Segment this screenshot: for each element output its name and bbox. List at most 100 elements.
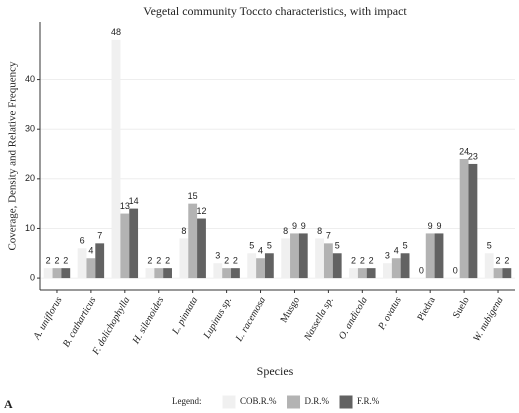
legend-swatch	[286, 394, 302, 410]
value-label: 14	[129, 196, 139, 206]
bar	[256, 258, 265, 279]
bar	[111, 39, 121, 279]
value-label: 5	[487, 241, 492, 251]
value-label: 13	[120, 201, 130, 211]
x-tick-label: Nassella sp.	[302, 295, 336, 343]
value-label: 2	[147, 256, 152, 266]
y-tick-label: 20	[25, 173, 35, 183]
value-label: 24	[459, 146, 469, 156]
bar	[493, 268, 503, 279]
x-tick-label: Musgo	[279, 295, 302, 325]
value-label: 5	[403, 241, 408, 251]
panel-label: A	[4, 397, 13, 411]
x-tick-label: L. racemosa	[233, 295, 268, 344]
bar	[502, 268, 512, 279]
bar	[213, 263, 223, 279]
legend-label: D.R.%	[305, 396, 330, 406]
y-tick-label: 10	[25, 223, 35, 233]
bar	[298, 233, 308, 279]
value-label: 9	[436, 221, 441, 231]
x-tick-label: Piedra	[415, 295, 438, 323]
y-axis-title: Coverage, Density and Relative Frequency	[7, 61, 19, 251]
x-tick-label: B. catharticus	[61, 295, 99, 349]
bar	[366, 268, 376, 279]
legend-label: COB.R.%	[240, 396, 277, 406]
value-label: 2	[360, 256, 365, 266]
x-tick-label: O. andicola	[337, 295, 370, 341]
y-tick-label: 0	[30, 272, 35, 282]
value-label: 2	[224, 256, 229, 266]
bar	[247, 253, 257, 279]
value-label: 0	[453, 265, 458, 275]
value-label: 6	[80, 236, 85, 246]
value-label: 8	[317, 226, 322, 236]
bar	[434, 233, 444, 279]
y-tick-label: 40	[25, 74, 35, 84]
bar	[400, 253, 410, 279]
value-label: 15	[188, 191, 198, 201]
bar	[154, 268, 164, 279]
value-label: 4	[258, 246, 263, 256]
value-label: 5	[267, 241, 272, 251]
bar	[425, 233, 435, 279]
bar	[43, 268, 53, 279]
x-tick-label: A. uniflorus	[31, 295, 65, 342]
bar	[61, 268, 71, 279]
value-label: 2	[165, 256, 170, 266]
bar	[163, 268, 172, 279]
value-label: 9	[428, 221, 433, 231]
value-label: 2	[46, 256, 51, 266]
bar	[120, 213, 130, 279]
bar	[145, 268, 155, 279]
chart-title: Vegetal community Toccto characteristics…	[143, 4, 407, 18]
bar	[231, 268, 240, 279]
legend-swatch	[221, 394, 237, 410]
value-label: 2	[496, 256, 501, 266]
bar	[323, 243, 333, 279]
value-label: 5	[249, 241, 254, 251]
value-label: 8	[181, 226, 186, 236]
bar	[77, 248, 87, 279]
y-tick-label: 30	[25, 124, 35, 134]
bar	[391, 258, 401, 279]
value-label: 3	[385, 251, 390, 261]
value-label: 9	[301, 221, 306, 231]
legend-label: F.R.%	[357, 396, 380, 406]
bar	[383, 263, 392, 279]
value-label: 5	[335, 241, 340, 251]
value-label: 12	[196, 206, 206, 216]
bar	[129, 208, 139, 279]
bar	[315, 238, 324, 279]
bar	[197, 218, 206, 279]
x-tick-label: H. silenoides	[130, 295, 166, 347]
x-tick-label: W. nubigena	[471, 295, 505, 343]
value-label: 7	[97, 231, 102, 241]
bar	[86, 258, 96, 279]
value-label: 7	[326, 231, 331, 241]
value-label: 8	[283, 226, 288, 236]
bar	[222, 268, 232, 279]
value-label: 9	[292, 221, 297, 231]
x-tick-label: Lupinus sp.	[201, 295, 234, 341]
value-label: 2	[156, 256, 161, 266]
bar	[332, 253, 342, 279]
bar	[357, 268, 367, 279]
x-axis-title: Species	[257, 364, 294, 378]
bar	[459, 158, 469, 279]
value-label: 2	[369, 256, 374, 266]
bar	[281, 238, 291, 279]
legend-swatch	[338, 394, 354, 410]
x-tick-label: Suelo	[451, 295, 472, 320]
bar	[52, 268, 62, 279]
bar	[264, 253, 274, 279]
value-label: 2	[504, 256, 509, 266]
bar	[188, 203, 198, 279]
x-tick-label: P. ovatus	[376, 295, 404, 333]
legend-title: Legend:	[172, 396, 202, 406]
x-tick-label: F. dolichophylla	[90, 295, 132, 357]
value-label: 2	[351, 256, 356, 266]
bar	[468, 163, 478, 279]
value-label: 23	[468, 151, 478, 161]
bar	[349, 268, 358, 279]
